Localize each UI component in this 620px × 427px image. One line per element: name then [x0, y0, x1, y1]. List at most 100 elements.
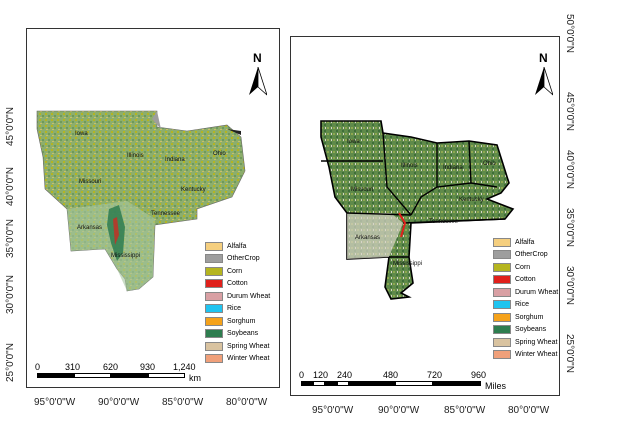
left-state-label-arkansas: Arkansas — [77, 225, 103, 231]
right-study-area — [320, 120, 515, 300]
left-legend: Alfalfa OtherCrop Corn Cotton Durum Wheat Ric… — [205, 241, 281, 371]
left-lon-tick-95: 95°0'0"W — [34, 397, 76, 408]
right-legend-label: Winter Wheat — [515, 351, 558, 358]
right-lon-tick-95: 95°0'0"W — [312, 405, 354, 416]
right-north-label: N — [539, 51, 548, 65]
left-scale-tick-3: 930 — [140, 362, 156, 372]
right-map-canvas — [320, 120, 515, 300]
right-legend-item: Durum Wheat — [493, 287, 558, 297]
right-state-label-tennessee: Tennessee — [429, 219, 459, 225]
left-legend-item: Durum Wheat — [205, 291, 270, 301]
right-legend-swatch — [493, 350, 511, 359]
left-legend-label: Rice — [227, 305, 242, 312]
right-scale-tick-4: 720 — [427, 370, 443, 380]
right-map-frame: Iowa Illinois Indiana Ohio Missouri Kent… — [290, 36, 560, 396]
right-scale-tick-2: 240 — [337, 370, 353, 380]
left-scale-bar — [37, 373, 187, 379]
left-state-label-tennessee: Tennessee — [151, 211, 181, 217]
right-lon-tick-80: 80°0'0"W — [508, 405, 550, 416]
right-lon-tick-85: 85°0'0"W — [444, 405, 486, 416]
right-scale-tick-3: 480 — [383, 370, 399, 380]
right-north-arrow-icon — [535, 67, 553, 96]
right-legend-item: Spring Wheat — [493, 337, 557, 347]
left-lon-tick-90: 90°0'0"W — [98, 397, 140, 408]
left-legend-item: OtherCrop — [205, 254, 260, 264]
right-state-label-mississippi: Mississippi — [393, 261, 423, 267]
left-scale-tick-4: 1,240 — [173, 362, 196, 372]
left-north-arrow-icon — [249, 67, 267, 96]
right-legend-label: OtherCrop — [515, 251, 548, 258]
right-legend-label: Alfalfa — [515, 238, 535, 246]
right-state-label-illinois: Illinois — [401, 163, 418, 169]
left-legend-label: Cotton — [227, 280, 248, 287]
right-legend-item: Winter Wheat — [493, 350, 557, 360]
left-legend-swatch — [205, 316, 223, 326]
left-legend-swatch — [205, 341, 223, 351]
right-legend-label: Rice — [515, 301, 530, 308]
left-map-frame: Iowa Illinois Indiana Ohio Missouri Kent… — [26, 28, 280, 388]
left-legend-swatch — [205, 241, 223, 251]
right-lat-tick-25: 25°0'0"N — [564, 334, 575, 373]
right-state-label-ohio: Ohio — [483, 161, 496, 167]
left-lat-tick-40: 40°0'0"N — [5, 167, 16, 206]
right-scale-unit: Miles — [485, 381, 507, 391]
left-legend-item: Corn — [205, 266, 242, 276]
right-legend-swatch — [493, 287, 511, 297]
left-legend-swatch — [205, 254, 223, 263]
left-north-label: N — [253, 51, 262, 65]
left-legend-label: Winter Wheat — [227, 355, 270, 362]
right-lat-tick-40: 40°0'0"N — [564, 150, 575, 189]
left-legend-item: Winter Wheat — [205, 354, 269, 364]
right-legend-label: Spring Wheat — [515, 338, 558, 346]
left-legend-item: Cotton — [205, 279, 248, 289]
left-lat-tick-30: 30°0'0"N — [5, 275, 16, 314]
left-state-label-kentucky: Kentucky — [181, 187, 206, 193]
left-legend-swatch — [205, 279, 223, 288]
left-scale-unit: km — [189, 373, 201, 383]
right-legend-swatch — [493, 262, 511, 272]
right-legend: Alfalfa OtherCrop Corn Cotton Durum Wheat Ric… — [493, 237, 561, 367]
right-state-label-iowa: Iowa — [347, 139, 360, 145]
left-legend-label: Sorghum — [227, 317, 256, 325]
right-state-label-kentucky: Kentucky — [459, 197, 484, 203]
left-legend-swatch — [205, 354, 223, 363]
left-lon-tick-80: 80°0'0"W — [226, 397, 268, 408]
left-legend-swatch — [205, 304, 223, 313]
right-scale-bar — [301, 381, 481, 387]
right-legend-label: Sorghum — [515, 313, 544, 321]
left-legend-label: Alfalfa — [227, 242, 247, 250]
left-legend-label: Durum Wheat — [227, 292, 271, 300]
left-legend-item: Rice — [205, 304, 241, 314]
right-lon-tick-90: 90°0'0"W — [378, 405, 420, 416]
right-state-label-indiana: Indiana — [443, 165, 463, 171]
right-legend-swatch — [493, 300, 511, 309]
left-state-label-illinois: Illinois — [127, 153, 144, 159]
left-scale-tick-2: 620 — [103, 362, 119, 372]
right-scale-tick-5: 960 — [471, 370, 487, 380]
right-legend-item: Sorghum — [493, 312, 543, 322]
left-legend-item: Alfalfa — [205, 241, 246, 251]
right-legend-label: Corn — [515, 263, 531, 271]
right-legend-swatch — [493, 275, 511, 284]
left-legend-item: Sorghum — [205, 316, 255, 326]
left-map-canvas — [36, 110, 246, 292]
left-state-label-missouri: Missouri — [79, 179, 102, 185]
left-lat-tick-25: 25°0'0"N — [5, 343, 16, 382]
left-legend-label: OtherCrop — [227, 255, 260, 262]
right-legend-label: Durum Wheat — [515, 288, 559, 296]
left-scale-tick-0: 0 — [35, 362, 41, 372]
left-legend-label: Corn — [227, 267, 243, 275]
right-lat-tick-35: 35°0'0"N — [564, 208, 575, 247]
left-legend-label: Spring Wheat — [227, 342, 270, 350]
right-legend-item: Alfalfa — [493, 237, 534, 247]
right-legend-item: Rice — [493, 300, 529, 310]
right-lat-tick-45: 45°0'0"N — [564, 92, 575, 131]
right-scale-tick-1: 120 — [313, 370, 329, 380]
left-state-label-indiana: Indiana — [165, 157, 185, 163]
right-legend-item: Soybeans — [493, 325, 546, 335]
right-legend-item: OtherCrop — [493, 250, 548, 260]
right-state-label-arkansas: Arkansas — [355, 235, 381, 241]
left-legend-label: Soybeans — [227, 330, 259, 337]
left-state-label-iowa: Iowa — [75, 131, 88, 137]
left-legend-item: Soybeans — [205, 329, 258, 339]
